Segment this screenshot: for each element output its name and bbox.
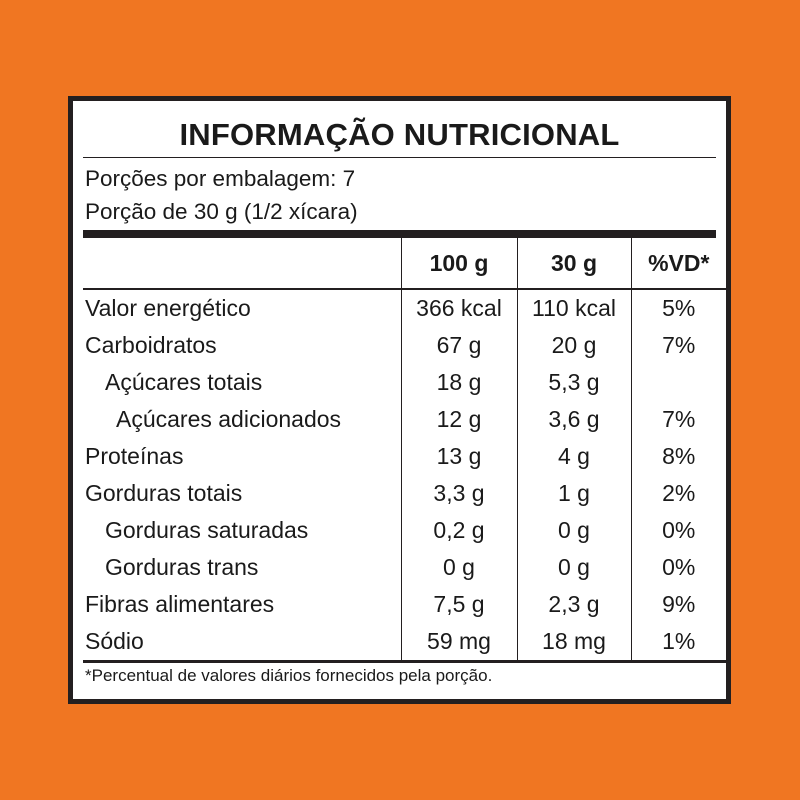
serving-size: Porção de 30 g (1/2 xícara) — [85, 199, 358, 224]
daily-value-percent — [630, 364, 726, 401]
value-per-serving: 3,6 g — [516, 401, 631, 438]
table-row: Valor energético 366 kcal 110 kcal 5% — [83, 289, 726, 327]
table-row: Gorduras trans 0 g 0 g 0% — [83, 549, 726, 586]
table-row: Gorduras totais 3,3 g 1 g 2% — [83, 475, 726, 512]
value-per-serving: 0 g — [516, 512, 631, 549]
value-per-serving: 20 g — [516, 327, 631, 364]
value-per-serving: 0 g — [516, 549, 631, 586]
title-divider — [83, 157, 716, 158]
nutrient-name: Gorduras saturadas — [105, 517, 309, 543]
footnote: *Percentual de valores diários fornecido… — [85, 666, 493, 685]
thick-divider — [83, 230, 716, 238]
daily-value-percent: 7% — [630, 401, 726, 438]
nutrient-name: Fibras alimentares — [85, 591, 275, 617]
value-per-100g: 13 g — [400, 438, 517, 475]
table-row: Carboidratos 67 g 20 g 7% — [83, 327, 726, 364]
value-per-100g: 0 g — [400, 549, 517, 586]
nutrient-name: Valor energético — [85, 295, 251, 321]
column-header-30g: 30 g — [516, 238, 631, 289]
table-row: Sódio 59 mg 18 mg 1% — [83, 623, 726, 662]
table-row: Açúcares adicionados 12 g 3,6 g 7% — [83, 401, 726, 438]
table-row: Açúcares totais 18 g 5,3 g — [83, 364, 726, 401]
label-title: INFORMAÇÃO NUTRICIONAL — [179, 117, 620, 152]
daily-value-percent: 7% — [630, 327, 726, 364]
daily-value-percent: 8% — [630, 438, 726, 475]
value-per-100g: 0,2 g — [400, 512, 517, 549]
value-per-serving: 1 g — [516, 475, 631, 512]
value-per-serving: 18 mg — [516, 623, 631, 662]
value-per-serving: 2,3 g — [516, 586, 631, 623]
value-per-100g: 366 kcal — [400, 289, 517, 327]
nutrient-name: Carboidratos — [85, 332, 217, 358]
column-header-100g: 100 g — [400, 238, 517, 289]
nutrient-name: Açúcares totais — [105, 369, 263, 395]
column-header-nutrient — [83, 238, 401, 289]
daily-value-percent: 0% — [630, 512, 726, 549]
daily-value-percent: 1% — [630, 623, 726, 662]
value-per-100g: 7,5 g — [400, 586, 517, 623]
value-per-serving: 4 g — [516, 438, 631, 475]
nutrient-name: Açúcares adicionados — [116, 406, 342, 432]
servings-per-package: Porções por embalagem: 7 — [85, 166, 356, 191]
nutrient-name: Sódio — [85, 628, 144, 654]
value-per-100g: 3,3 g — [400, 475, 517, 512]
daily-value-percent: 9% — [630, 586, 726, 623]
nutrient-name: Gorduras totais — [85, 480, 243, 506]
table-row: Proteínas 13 g 4 g 8% — [83, 438, 726, 475]
column-header-vd: %VD* — [630, 238, 726, 289]
table-header-row: 100 g 30 g %VD* — [83, 238, 726, 289]
value-per-100g: 59 mg — [400, 623, 517, 662]
value-per-serving: 5,3 g — [516, 364, 631, 401]
nutrient-name: Proteínas — [85, 443, 184, 469]
table-row: Gorduras saturadas 0,2 g 0 g 0% — [83, 512, 726, 549]
nutrition-facts-panel: INFORMAÇÃO NUTRICIONAL Porções por embal… — [68, 96, 731, 704]
table-row: Fibras alimentares 7,5 g 2,3 g 9% — [83, 586, 726, 623]
value-per-serving: 110 kcal — [516, 289, 631, 327]
value-per-100g: 18 g — [400, 364, 517, 401]
nutrient-name: Gorduras trans — [105, 554, 259, 580]
daily-value-percent: 2% — [630, 475, 726, 512]
daily-value-percent: 0% — [630, 549, 726, 586]
nutrition-table: 100 g 30 g %VD* Valor energético 366 kca… — [83, 238, 726, 663]
value-per-100g: 12 g — [400, 401, 517, 438]
daily-value-percent: 5% — [630, 289, 726, 327]
value-per-100g: 67 g — [400, 327, 517, 364]
